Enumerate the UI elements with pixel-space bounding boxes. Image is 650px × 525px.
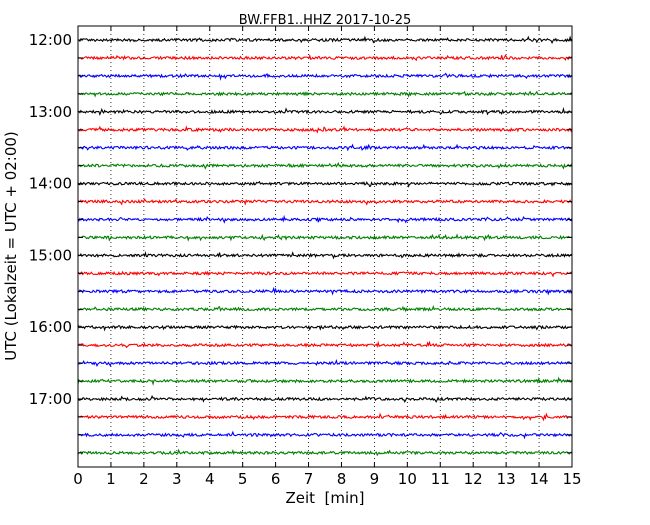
y-tick-label: 15:00 [29, 246, 72, 264]
seismic-trace [77, 35, 573, 45]
seismic-trace [77, 430, 573, 440]
chart-title: BW.FFB1..HHZ 2017-10-25 [239, 13, 412, 28]
x-axis-label: Zeit [min] [285, 489, 364, 507]
seismic-trace [77, 214, 573, 224]
seismic-trace [77, 359, 573, 367]
x-tick-label: 4 [205, 470, 215, 488]
seismic-trace [77, 448, 573, 457]
x-tick-label: 12 [464, 470, 483, 488]
seismic-trace [77, 72, 573, 81]
seismic-trace [77, 270, 573, 278]
seismic-trace [77, 198, 573, 206]
plot-frame [77, 25, 573, 468]
seismic-trace [77, 340, 573, 349]
x-tick-label: 11 [431, 470, 450, 488]
x-tick-label: 8 [337, 470, 347, 488]
seismic-trace [77, 376, 573, 386]
seismic-trace [77, 90, 573, 98]
y-tick-label: 17:00 [29, 390, 72, 408]
seismic-trace [77, 53, 573, 62]
seismic-trace [77, 286, 573, 296]
x-tick-label: 13 [497, 470, 516, 488]
seismic-trace [77, 233, 573, 242]
seismic-trace [77, 250, 573, 260]
seismic-trace [77, 305, 573, 313]
x-tick-label: 6 [271, 470, 281, 488]
seismic-trace [77, 143, 573, 152]
x-tick-label: 15 [562, 470, 581, 488]
x-tick-label: 5 [238, 470, 248, 488]
x-tick-label: 14 [530, 470, 549, 488]
seismic-trace [77, 106, 573, 116]
y-axis-label: UTC (Lokalzeit = UTC + 02:00) [2, 131, 20, 361]
x-tick-label: 3 [172, 470, 182, 488]
axis-ticks [77, 26, 573, 467]
x-tick-label: 2 [139, 470, 149, 488]
y-tick-label: 12:00 [29, 31, 72, 49]
seismic-trace [77, 125, 573, 134]
y-tick-label: 13:00 [29, 103, 72, 121]
y-tick-label: 14:00 [29, 175, 72, 193]
y-tick-label: 16:00 [29, 318, 72, 336]
seismic-trace [77, 324, 573, 332]
seismic-trace [77, 180, 573, 188]
seismic-trace [77, 161, 573, 170]
trace-layer [77, 35, 573, 457]
x-tick-label: 9 [370, 470, 380, 488]
x-tick-label: 7 [304, 470, 314, 488]
x-tick-label: 1 [106, 470, 116, 488]
grid-lines [110, 26, 540, 467]
x-tick-label: 10 [398, 470, 417, 488]
tick-labels: 0 1 2 3 4 5 6 7 8 9 10 11 12 13 14 1512:0013:0014:0015:… [29, 31, 582, 488]
seismic-trace [77, 412, 573, 422]
x-tick-label: 0 [73, 470, 83, 488]
seismic-trace [77, 395, 573, 403]
